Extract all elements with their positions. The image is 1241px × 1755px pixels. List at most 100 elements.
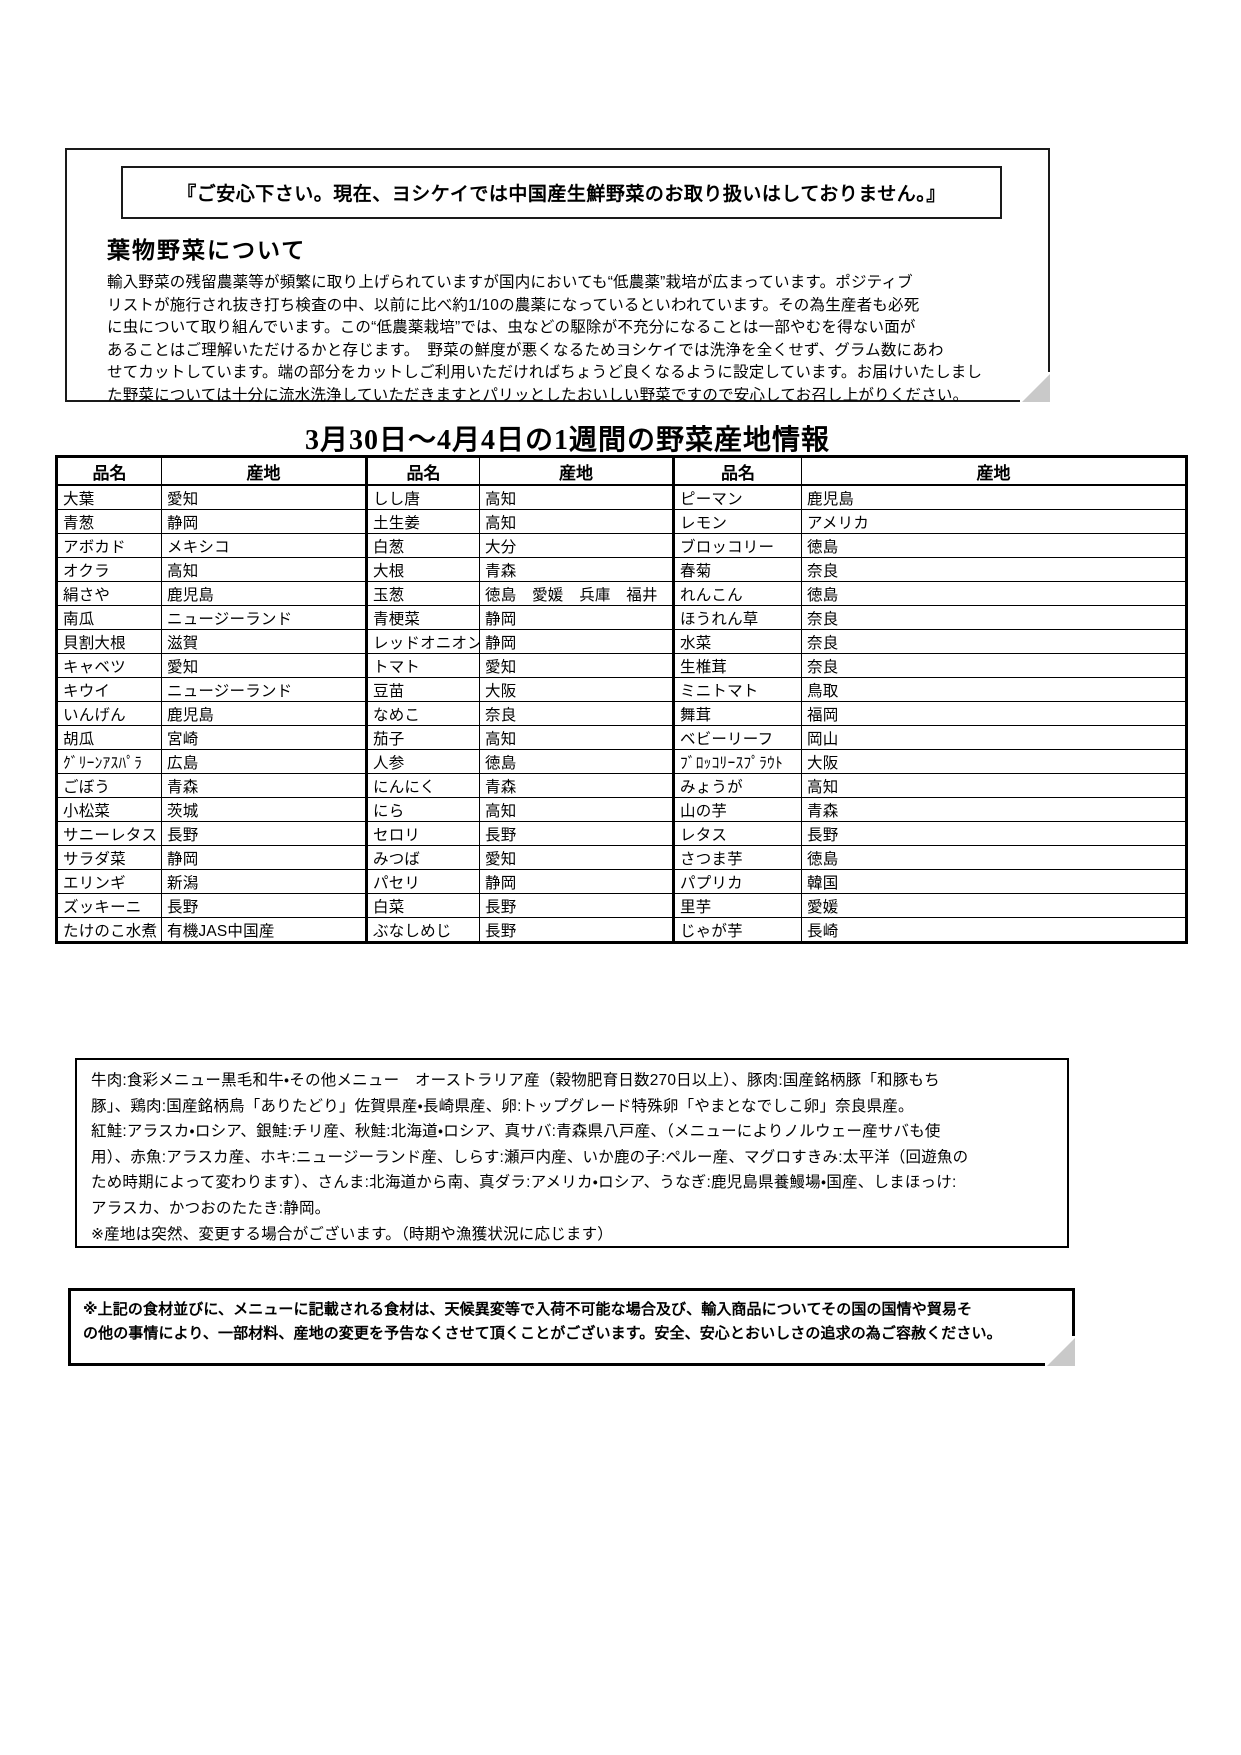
item-origin-cell: 鳥取 <box>801 677 1187 702</box>
item-origin-cell: 奈良 <box>801 629 1187 654</box>
item-name-cell: 南瓜 <box>56 605 162 630</box>
item-name-cell: レタス <box>672 821 802 846</box>
item-name-cell: パセリ <box>365 869 480 894</box>
item-name-cell: 絹さや <box>56 581 162 606</box>
table-row: 大葉 愛知 しし唐 高知 ピーマン 鹿児島 <box>56 484 1187 510</box>
item-name-cell: 青梗菜 <box>365 605 480 630</box>
item-name-cell: ピーマン <box>672 484 802 510</box>
item-name-cell: 人参 <box>365 749 480 774</box>
table-row: ｸﾞﾘｰﾝｱｽﾊﾟﾗ 広島 人参 徳島 ﾌﾞﾛｯｺﾘｰｽﾌﾟﾗｳﾄ 大阪 <box>56 749 1187 774</box>
origin-table-header: 品名 産地 品名 産地 品名 産地 <box>56 456 1187 486</box>
item-origin-cell: 長野 <box>479 821 674 846</box>
item-origin-cell: 青森 <box>161 773 367 798</box>
item-name-cell: サラダ菜 <box>56 845 162 870</box>
item-origin-cell: 長野 <box>801 821 1187 846</box>
item-name-cell: 豆苗 <box>365 677 480 702</box>
folded-corner <box>1020 372 1050 402</box>
item-name-cell: ほうれん草 <box>672 605 802 630</box>
item-origin-cell: 高知 <box>479 509 674 534</box>
item-origin-cell: 愛媛 <box>801 893 1187 918</box>
table-row: 絹さや 鹿児島 玉葱 徳島 愛媛 兵庫 福井 れんこん 徳島 <box>56 581 1187 606</box>
table-row: 貝割大根 滋賀 レッドオニオン 静岡 水菜 奈良 <box>56 629 1187 654</box>
item-name-cell: ぶなしめじ <box>365 917 480 943</box>
item-origin-cell: 静岡 <box>479 605 674 630</box>
item-name-cell: 白葱 <box>365 533 480 558</box>
item-origin-cell: ニュージーランド <box>161 605 367 630</box>
table-row: キャベツ 愛知 トマト 愛知 生椎茸 奈良 <box>56 653 1187 678</box>
header-origin-3: 産地 <box>801 456 1187 486</box>
item-origin-cell: 鹿児島 <box>161 701 367 726</box>
item-name-cell: にら <box>365 797 480 822</box>
item-name-cell: レモン <box>672 509 802 534</box>
item-name-cell: オクラ <box>56 557 162 582</box>
item-name-cell: みょうが <box>672 773 802 798</box>
item-origin-cell: 福岡 <box>801 701 1187 726</box>
item-name-cell: 玉葱 <box>365 581 480 606</box>
table-row: 南瓜 ニュージーランド 青梗菜 静岡 ほうれん草 奈良 <box>56 605 1187 630</box>
table-row: キウイ ニュージーランド 豆苗 大阪 ミニトマト 鳥取 <box>56 677 1187 702</box>
table-row: エリンギ 新潟 パセリ 静岡 パプリカ 韓国 <box>56 869 1187 894</box>
item-origin-cell: 長野 <box>161 893 367 918</box>
item-origin-cell: 韓国 <box>801 869 1187 894</box>
item-origin-cell: 徳島 <box>801 845 1187 870</box>
item-name-cell: ミニトマト <box>672 677 802 702</box>
item-origin-cell: 高知 <box>801 773 1187 798</box>
item-name-cell: キウイ <box>56 677 162 702</box>
item-name-cell: ｸﾞﾘｰﾝｱｽﾊﾟﾗ <box>56 749 162 774</box>
item-origin-cell: 大阪 <box>801 749 1187 774</box>
header-row: 品名 産地 品名 産地 品名 産地 <box>56 456 1187 486</box>
header-item-name-2: 品名 <box>365 456 480 486</box>
header-origin-1: 産地 <box>161 456 367 486</box>
item-origin-cell: メキシコ <box>161 533 367 558</box>
item-origin-cell: 青森 <box>801 797 1187 822</box>
item-origin-cell: 宮崎 <box>161 725 367 750</box>
leafy-vegetables-heading: 葉物野菜について <box>107 237 307 263</box>
item-name-cell: ブロッコリー <box>672 533 802 558</box>
item-name-cell: 胡瓜 <box>56 725 162 750</box>
table-row: 胡瓜 宮崎 茄子 高知 ベビーリーフ 岡山 <box>56 725 1187 750</box>
item-origin-cell: 大阪 <box>479 677 674 702</box>
item-name-cell: アボカド <box>56 533 162 558</box>
item-origin-cell: 愛知 <box>161 653 367 678</box>
table-row: いんげん 鹿児島 なめこ 奈良 舞茸 福岡 <box>56 701 1187 726</box>
header-item-name-3: 品名 <box>672 456 802 486</box>
item-origin-cell: 徳島 <box>801 533 1187 558</box>
no-china-produce-banner: 『ご安心下さい。現在、ヨシケイでは中国産生鮮野菜のお取り扱いはしておりません。』 <box>121 166 1002 219</box>
item-origin-cell: 奈良 <box>801 557 1187 582</box>
item-origin-cell: アメリカ <box>801 509 1187 534</box>
item-name-cell: ズッキーニ <box>56 893 162 918</box>
item-name-cell: 茄子 <box>365 725 480 750</box>
header-origin-2: 産地 <box>479 456 674 486</box>
item-name-cell: しし唐 <box>365 484 480 510</box>
item-origin-cell: 長野 <box>479 893 674 918</box>
item-origin-cell: 長野 <box>161 821 367 846</box>
item-origin-cell: 静岡 <box>161 845 367 870</box>
item-name-cell: サニーレタス <box>56 821 162 846</box>
item-origin-cell: 愛知 <box>161 484 367 510</box>
item-name-cell: たけのこ水煮 <box>56 917 162 943</box>
table-row: たけのこ水煮 有機JAS中国産 ぶなしめじ 長野 じゃが芋 長崎 <box>56 917 1187 943</box>
table-row: サニーレタス 長野 セロリ 長野 レタス 長野 <box>56 821 1187 846</box>
origin-table-body: 大葉 愛知 しし唐 高知 ピーマン 鹿児島 青葱 静岡 土生姜 高知 レモン アメリカ アボカド メキシコ… <box>56 484 1187 943</box>
origin-table-title: 3月30日～4月4日の1週間の野菜産地情報 <box>304 425 830 456</box>
vegetable-origin-table: 品名 産地 品名 産地 品名 産地 大葉 愛知 しし唐 高知 ピーマン 鹿児島 青葱 静岡 土生… <box>55 455 1188 944</box>
item-name-cell: エリンギ <box>56 869 162 894</box>
table-row: 青葱 静岡 土生姜 高知 レモン アメリカ <box>56 509 1187 534</box>
item-origin-cell: 徳島 <box>801 581 1187 606</box>
item-origin-cell: 徳島 <box>479 749 674 774</box>
item-origin-cell: 長野 <box>479 917 674 943</box>
item-name-cell: 春菊 <box>672 557 802 582</box>
item-name-cell: 水菜 <box>672 629 802 654</box>
leafy-vegetables-paragraph: 輸入野菜の残留農薬等が頻繁に取り上げられていますが国内においても“低農薬”栽培が… <box>107 274 983 404</box>
item-origin-cell: 大分 <box>479 533 674 558</box>
item-name-cell: 里芋 <box>672 893 802 918</box>
item-origin-cell: 鹿児島 <box>161 581 367 606</box>
disclaimer-text: ※上記の食材並びに、メニューに記載される食材は、天候異変等で入荷不可能な場合及び… <box>83 1301 1002 1342</box>
table-row: 小松菜 茨城 にら 高知 山の芋 青森 <box>56 797 1187 822</box>
item-name-cell: 白菜 <box>365 893 480 918</box>
item-name-cell: 小松菜 <box>56 797 162 822</box>
table-row: アボカド メキシコ 白葱 大分 ブロッコリー 徳島 <box>56 533 1187 558</box>
table-row: ズッキーニ 長野 白菜 長野 里芋 愛媛 <box>56 893 1187 918</box>
item-name-cell: トマト <box>365 653 480 678</box>
banner-text: 『ご安心下さい。現在、ヨシケイでは中国産生鮮野菜のお取り扱いはしておりません。』 <box>177 184 946 205</box>
